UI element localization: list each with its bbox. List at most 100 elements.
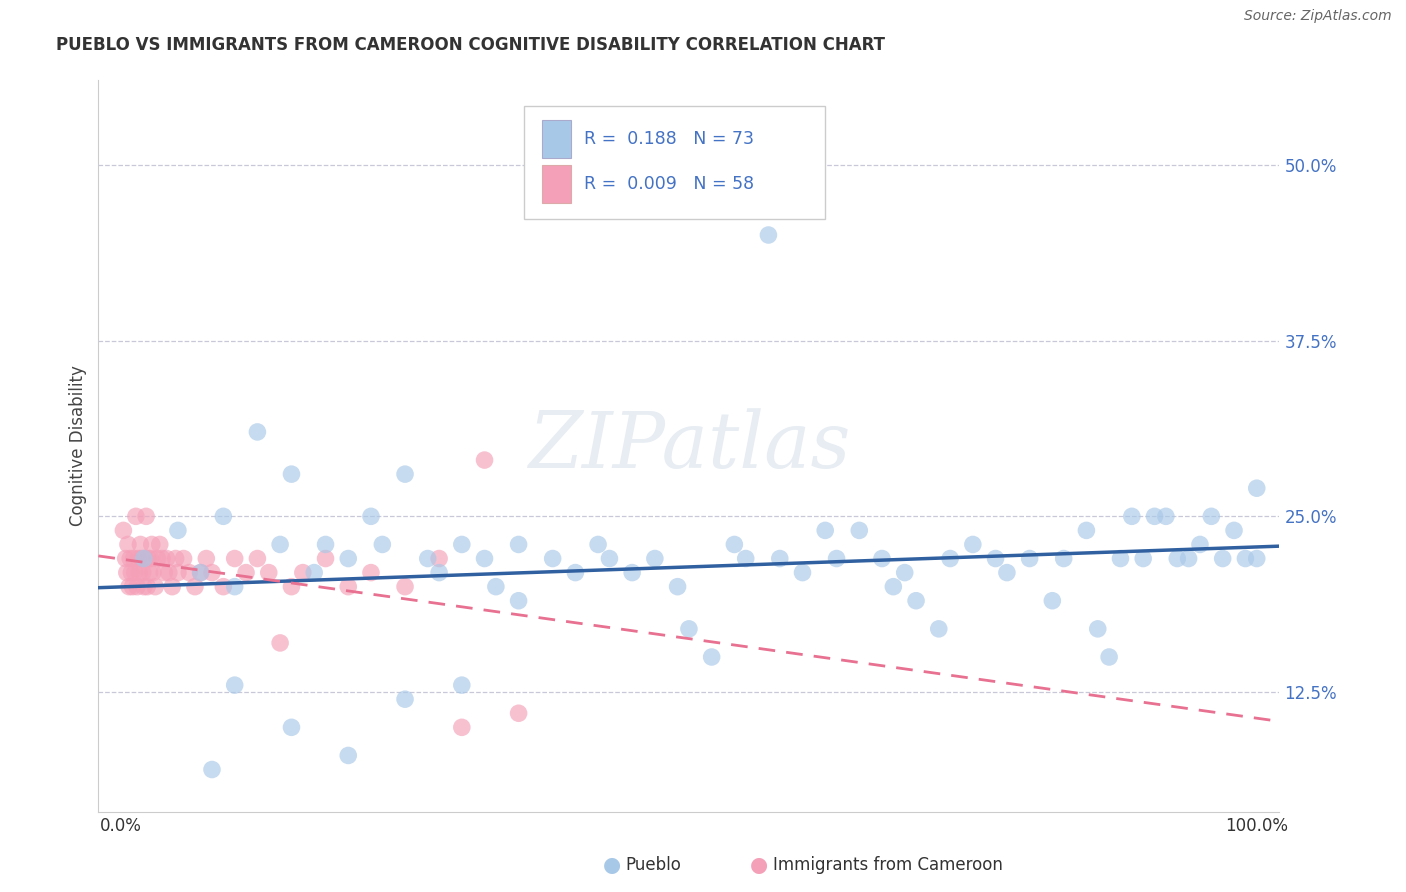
Point <box>394 580 416 594</box>
Point <box>190 566 212 580</box>
Point <box>621 566 644 580</box>
Point <box>1040 593 1063 607</box>
Point <box>138 551 160 566</box>
Point <box>508 593 530 607</box>
Point <box>508 537 530 551</box>
Point <box>1246 551 1268 566</box>
Point <box>142 566 165 580</box>
Point <box>129 537 152 551</box>
Point <box>962 537 984 551</box>
Point <box>700 650 723 665</box>
Point <box>162 580 183 594</box>
Point <box>128 566 150 580</box>
Point <box>135 509 157 524</box>
Point <box>157 566 180 580</box>
Point <box>564 566 586 580</box>
Point <box>131 551 153 566</box>
Point <box>928 622 950 636</box>
Point <box>212 509 235 524</box>
Point <box>337 580 360 594</box>
Text: Source: ZipAtlas.com: Source: ZipAtlas.com <box>1244 9 1392 23</box>
Point <box>149 537 172 551</box>
Point <box>1188 537 1211 551</box>
Point <box>120 566 142 580</box>
Text: R =  0.188   N = 73: R = 0.188 N = 73 <box>583 130 754 148</box>
Point <box>280 720 302 734</box>
Point <box>893 566 915 580</box>
Point <box>139 551 162 566</box>
Point <box>291 566 314 580</box>
Point <box>120 551 142 566</box>
Point <box>115 566 138 580</box>
Point <box>132 551 155 566</box>
Text: ZIPatlas: ZIPatlas <box>527 408 851 484</box>
Point <box>882 580 904 594</box>
Point <box>190 566 212 580</box>
Point <box>269 636 291 650</box>
Point <box>1201 509 1223 524</box>
Y-axis label: Cognitive Disability: Cognitive Disability <box>69 366 87 526</box>
FancyBboxPatch shape <box>523 106 825 219</box>
Point <box>165 551 187 566</box>
Point <box>246 425 269 439</box>
Point <box>1121 509 1143 524</box>
Point <box>315 537 337 551</box>
Point <box>450 537 472 551</box>
Point <box>224 678 246 692</box>
Point <box>734 551 756 566</box>
Point <box>474 551 496 566</box>
Point <box>155 551 177 566</box>
Point <box>112 524 135 538</box>
Point <box>1053 551 1076 566</box>
Point <box>136 580 159 594</box>
Point <box>792 566 814 580</box>
Point <box>138 566 160 580</box>
Point <box>644 551 666 566</box>
Point <box>134 551 156 566</box>
Point <box>1177 551 1199 566</box>
Point <box>201 763 224 777</box>
Point <box>302 566 325 580</box>
Point <box>1234 551 1257 566</box>
Point <box>360 566 382 580</box>
Point <box>184 580 207 594</box>
Point <box>125 509 148 524</box>
Point <box>153 566 176 580</box>
Point <box>450 720 472 734</box>
Point <box>450 678 472 692</box>
Point <box>427 566 450 580</box>
Point <box>1223 524 1246 538</box>
Point <box>1212 551 1234 566</box>
Point <box>939 551 962 566</box>
Point <box>1154 509 1177 524</box>
Point <box>124 566 146 580</box>
Point <box>132 580 155 594</box>
Point <box>1132 551 1154 566</box>
Point <box>416 551 439 566</box>
Point <box>1109 551 1132 566</box>
Point <box>598 551 620 566</box>
Point <box>179 566 201 580</box>
Point <box>280 580 302 594</box>
Text: PUEBLO VS IMMIGRANTS FROM CAMEROON COGNITIVE DISABILITY CORRELATION CHART: PUEBLO VS IMMIGRANTS FROM CAMEROON COGNI… <box>56 36 886 54</box>
Point <box>280 467 302 482</box>
FancyBboxPatch shape <box>543 120 571 158</box>
Point <box>257 566 280 580</box>
Point <box>758 227 780 242</box>
Point <box>1076 524 1098 538</box>
Point <box>723 537 745 551</box>
Point <box>984 551 1007 566</box>
Point <box>224 551 246 566</box>
Point <box>586 537 609 551</box>
Point <box>235 566 257 580</box>
Point <box>201 566 224 580</box>
Point <box>1246 481 1268 495</box>
Point <box>394 692 416 706</box>
Point <box>117 537 139 551</box>
Point <box>141 537 163 551</box>
Point <box>127 551 149 566</box>
Point <box>848 524 870 538</box>
Point <box>1087 622 1109 636</box>
Point <box>508 706 530 721</box>
Point <box>870 551 893 566</box>
